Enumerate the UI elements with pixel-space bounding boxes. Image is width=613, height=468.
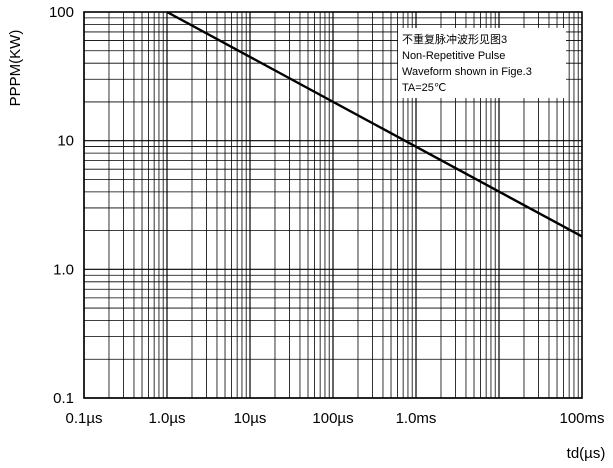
plot-frame	[83, 11, 583, 399]
x-tick-label: 100µs	[312, 410, 353, 427]
x-tick-label: 0.1µs	[66, 410, 103, 427]
x-tick-label: 1.0ms	[396, 410, 437, 427]
x-tick-labels: 0.1µs 1.0µs 10µs 100µs 1.0ms 100ms	[66, 410, 605, 427]
y-axis-title: PPPM(KW)	[7, 30, 24, 107]
annotation-line-3: Waveform shown in Fige.3	[402, 66, 532, 78]
y-tick-label: 100	[49, 4, 74, 21]
annotation-background	[398, 28, 566, 98]
x-tick-label: 1.0µs	[149, 410, 186, 427]
y-tick-labels: 0.1 1.0 10 100	[49, 4, 74, 407]
series-line	[166, 10, 583, 238]
y-tick-label: 10	[57, 133, 74, 150]
x-tick-label: 10µs	[234, 410, 267, 427]
y-tick-label: 1.0	[53, 261, 74, 278]
x-tick-label: 100ms	[559, 410, 604, 427]
y-tick-label: 0.1	[53, 390, 74, 407]
x-axis-title: td(µs)	[567, 445, 606, 462]
annotation-line-4: TA=25℃	[402, 82, 446, 94]
annotation-box: 不重复脉冲波形见图3 Non-Repetitive Pulse Waveform…	[398, 28, 566, 98]
annotation-line-1: 不重复脉冲波形见图3	[402, 32, 507, 46]
annotation-line-2: Non-Repetitive Pulse	[402, 50, 505, 62]
series-layer	[166, 10, 583, 238]
